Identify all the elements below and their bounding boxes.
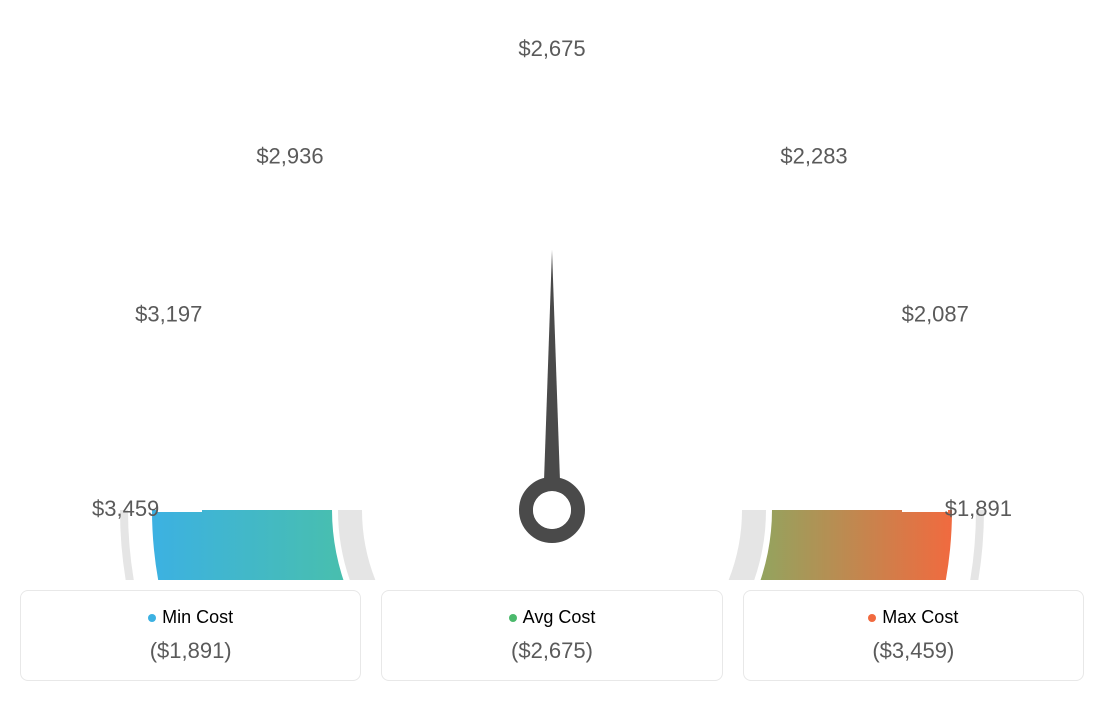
legend-min-value: ($1,891): [21, 638, 360, 664]
legend-min-text: Min Cost: [162, 607, 233, 627]
dot-icon: [509, 614, 517, 622]
svg-text:$2,675: $2,675: [518, 36, 585, 61]
svg-text:$2,087: $2,087: [902, 301, 969, 326]
legend-avg-text: Avg Cost: [523, 607, 596, 627]
legend-min-card: Min Cost ($1,891): [20, 590, 361, 681]
svg-text:$1,891: $1,891: [945, 496, 1012, 521]
gauge-chart: $1,891 $2,087 $2,283 $2,675 $2,936 $3,197 $3,4…: [20, 20, 1084, 580]
dot-icon: [868, 614, 876, 622]
dot-icon: [148, 614, 156, 622]
legend-max-text: Max Cost: [882, 607, 958, 627]
legend-max-card: Max Cost ($3,459): [743, 590, 1084, 681]
legend-max-label: Max Cost: [744, 607, 1083, 628]
cost-gauge-container: $1,891 $2,087 $2,283 $2,675 $2,936 $3,197 $3,4…: [20, 20, 1084, 681]
svg-text:$3,197: $3,197: [135, 301, 202, 326]
legend-max-value: ($3,459): [744, 638, 1083, 664]
legend-min-label: Min Cost: [21, 607, 360, 628]
legend-avg-label: Avg Cost: [382, 607, 721, 628]
svg-text:$3,459: $3,459: [92, 496, 159, 521]
legend-avg-value: ($2,675): [382, 638, 721, 664]
legend-row: Min Cost ($1,891) Avg Cost ($2,675) Max …: [20, 590, 1084, 681]
svg-text:$2,936: $2,936: [256, 143, 323, 168]
legend-avg-card: Avg Cost ($2,675): [381, 590, 722, 681]
svg-text:$2,283: $2,283: [780, 143, 847, 168]
